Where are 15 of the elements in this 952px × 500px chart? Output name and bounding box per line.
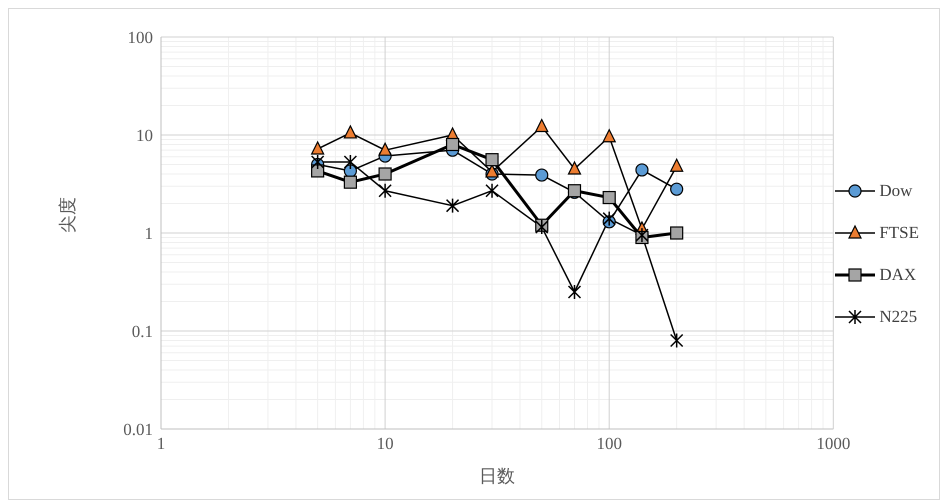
y-tick-label: 0.01 <box>123 420 153 440</box>
legend-label: N225 <box>879 307 918 327</box>
x-tick-label: 10 <box>376 434 394 454</box>
y-tick-label: 1 <box>144 224 153 244</box>
legend-label: DAX <box>879 265 916 285</box>
y-tick-label: 100 <box>128 28 153 48</box>
x-axis-title: 日数 <box>479 466 516 486</box>
legend-label: FTSE <box>879 223 919 243</box>
y-tick-label: 10 <box>136 126 153 146</box>
y-axis-title: 尖度 <box>57 197 78 233</box>
y-tick-label: 0.1 <box>132 322 153 342</box>
x-tick-label: 100 <box>596 434 622 454</box>
legend-label: Dow <box>879 181 912 201</box>
x-tick-label: 1000 <box>816 434 850 454</box>
x-tick-label: 1 <box>156 434 166 454</box>
